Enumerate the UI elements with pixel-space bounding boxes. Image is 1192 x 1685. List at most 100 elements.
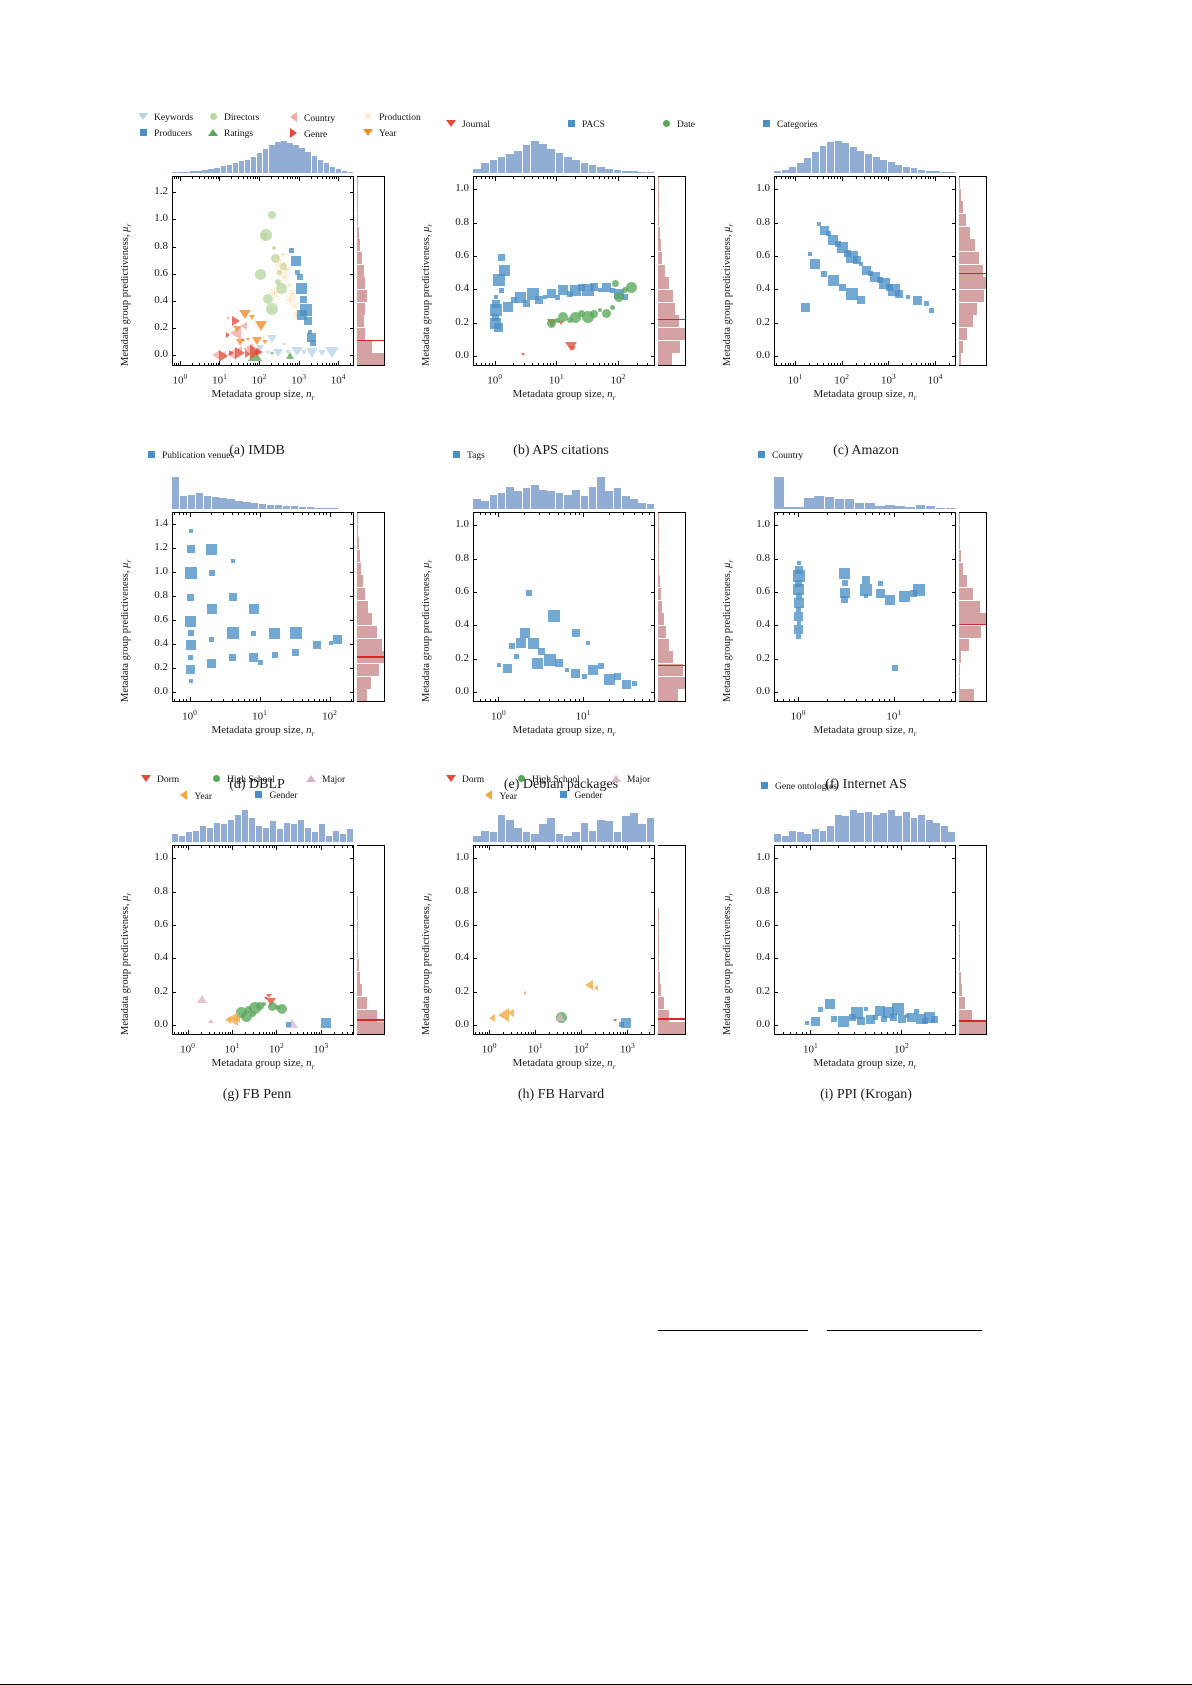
legend-item[interactable]: Genre — [287, 128, 327, 142]
x-minor-tick — [329, 697, 331, 702]
mean-line — [658, 1018, 686, 1020]
y-tickmark — [473, 525, 477, 527]
hist-bar — [312, 832, 319, 842]
legend-item[interactable]: Journal — [445, 119, 490, 131]
data-point — [819, 225, 829, 235]
legend-item[interactable]: Country — [287, 112, 335, 126]
data-point — [570, 311, 582, 323]
x-minor-tick — [253, 1032, 255, 1035]
legend-label: Categories — [777, 120, 818, 130]
hist-bar — [326, 835, 333, 842]
data-point — [891, 1003, 904, 1016]
x-tick-label: 101 — [803, 1041, 818, 1056]
x-tick-label: 100 — [172, 372, 188, 387]
hist-bar — [588, 165, 597, 173]
hist-bar — [179, 496, 188, 509]
x-minor-tick — [310, 1032, 312, 1035]
y-tick-label: 0.2 — [154, 661, 168, 674]
data-point — [928, 307, 934, 313]
x-minor-tick — [478, 1032, 480, 1035]
hist-bar — [811, 151, 819, 173]
y-tickmark — [774, 356, 778, 357]
x-minor-tick-top — [784, 176, 786, 179]
x-minor-tick — [865, 1032, 867, 1035]
legend-item[interactable]: High School — [210, 774, 275, 786]
x-minor-tick-top — [776, 176, 778, 179]
legend-item[interactable]: Gender — [558, 790, 602, 802]
data-point — [912, 295, 922, 305]
hist-bar-right — [658, 252, 663, 265]
legend-item[interactable]: Major — [305, 774, 345, 786]
data-point — [538, 647, 546, 655]
top-histogram-b — [473, 141, 655, 173]
y-tickmark-right — [952, 1025, 956, 1026]
x-minor-tick-top — [183, 845, 185, 848]
y-tickmark-right — [952, 958, 956, 960]
hist-bar — [925, 819, 933, 842]
legend-item[interactable]: Keywords — [137, 112, 193, 124]
legend-item[interactable]: Categories — [760, 119, 818, 131]
hist-bar — [630, 171, 638, 173]
data-point — [261, 340, 268, 345]
x-minor-tick — [316, 1032, 318, 1035]
x-minor-tick — [535, 1030, 537, 1035]
mean-line — [959, 623, 987, 626]
hist-bar — [872, 157, 880, 173]
legend-item[interactable]: High School — [515, 774, 580, 786]
legend-item[interactable]: Directors — [207, 112, 259, 124]
x-minor-tick-top — [620, 845, 622, 848]
hist-bar — [834, 814, 842, 842]
data-point — [906, 295, 910, 299]
legend-item[interactable]: Dorm — [140, 774, 179, 786]
legend-item[interactable]: Ratings — [207, 128, 253, 140]
x-minor-tick-top — [579, 845, 581, 848]
hist-bar-right — [357, 626, 378, 639]
x-minor-tick-top — [780, 176, 782, 179]
x-minor-tick — [258, 1032, 260, 1035]
legend-item[interactable]: Publication venues — [145, 450, 234, 462]
legend-item[interactable]: Date — [660, 119, 695, 131]
x-minor-tick — [574, 1032, 576, 1035]
hist-bar — [473, 169, 481, 173]
data-point — [852, 256, 861, 265]
x-minor-tick — [231, 1030, 233, 1035]
x-minor-tick-top — [593, 176, 595, 179]
x-minor-tick — [516, 1032, 518, 1035]
y-tickmark-right — [350, 1025, 354, 1026]
y-tick-label: 1.0 — [455, 182, 469, 195]
x-minor-tick-top — [322, 512, 324, 515]
legend-item[interactable]: Producers — [137, 128, 192, 140]
y-tickmark-right — [651, 356, 655, 357]
legend-item[interactable]: Major — [610, 774, 650, 786]
hist-bar — [555, 153, 564, 173]
data-point — [188, 654, 193, 660]
legend-item[interactable]: Country — [755, 450, 803, 462]
y-tickmark-right — [952, 891, 956, 893]
legend-item[interactable]: Year — [483, 790, 517, 804]
x-minor-tick — [595, 1032, 597, 1035]
x-minor-tick-top — [213, 176, 215, 179]
top-histogram-i — [774, 810, 956, 842]
data-point — [212, 350, 221, 361]
legend-item[interactable]: Gender — [253, 790, 297, 802]
hist-bar — [193, 830, 200, 842]
hist-bar — [238, 161, 245, 173]
x-minor-tick-top — [238, 512, 240, 515]
data-point — [499, 264, 511, 276]
hist-bar — [270, 821, 277, 842]
legend-item[interactable]: Tags — [450, 450, 485, 462]
x-tick-label: 101 — [575, 708, 591, 723]
hist-bar-right — [357, 588, 366, 601]
x-tick-label: 101 — [252, 708, 267, 723]
legend-item[interactable]: Year — [362, 128, 397, 140]
x-minor-tick-top — [490, 512, 492, 515]
legend-item[interactable]: Dorm — [445, 774, 484, 786]
legend-item[interactable]: Gene ontologies — [758, 781, 837, 793]
legend-item[interactable]: PACS — [565, 119, 605, 131]
legend-item[interactable]: Year — [178, 790, 212, 804]
x-minor-tick — [320, 1030, 322, 1035]
hist-bar — [880, 159, 888, 173]
x-minor-tick — [217, 363, 219, 366]
legend-item[interactable]: ✳ Production — [362, 112, 420, 124]
y-tickmark — [473, 692, 477, 693]
